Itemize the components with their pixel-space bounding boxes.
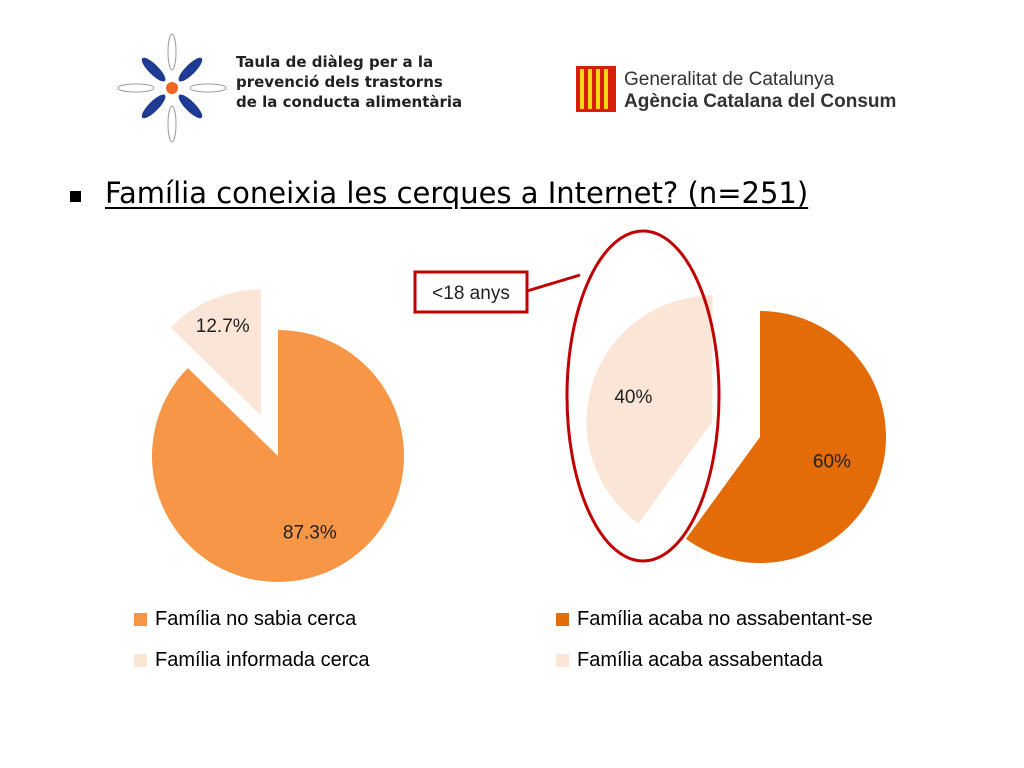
slice-label: 40%	[614, 387, 652, 408]
slice-label: 12.7%	[196, 316, 250, 337]
legend-label: Família acaba no assabentant-se	[577, 607, 873, 630]
agency-name: Agència Catalana del Consum	[624, 91, 897, 112]
slice-label: 87.3%	[283, 522, 337, 543]
legend-swatch	[556, 653, 569, 667]
pie-slice	[586, 295, 713, 524]
legend-swatch	[134, 612, 147, 626]
legend-item: Família acaba no assabentant-se	[556, 608, 873, 630]
legend-swatch	[134, 653, 147, 667]
pie-slice	[685, 311, 886, 563]
senyera-icon	[576, 66, 616, 112]
flower-emblem-icon	[117, 33, 227, 143]
callout-label: <18 anys	[432, 283, 510, 304]
agency-logo: Generalitat de Catalunya Agència Catalan…	[576, 66, 936, 116]
callout-connector	[526, 273, 581, 293]
legend-item: Família informada cerca	[134, 649, 370, 671]
highlight-ellipse	[565, 229, 721, 563]
legend-swatch	[556, 612, 569, 626]
slice-label: 60%	[813, 451, 851, 472]
org-logo: Taula de diàleg per a la prevenció dels …	[112, 28, 472, 148]
legend-label: Família no sabia cerca	[155, 607, 357, 630]
callout-box	[413, 270, 529, 314]
legend-item: Família no sabia cerca	[134, 608, 356, 630]
legend-item: Família acaba assabentada	[556, 649, 823, 671]
org-name: Taula de diàleg per a la prevenció dels …	[236, 53, 463, 111]
bullet-icon	[70, 191, 81, 202]
pie-slice	[152, 330, 404, 583]
pie-slice	[170, 289, 261, 416]
legend-label: Família informada cerca	[155, 648, 370, 671]
gov-name: Generalitat de Catalunya	[624, 69, 835, 90]
legend-label: Família acaba assabentada	[577, 648, 823, 671]
slide-title: Família coneixia les cerques a Internet?…	[105, 176, 809, 210]
